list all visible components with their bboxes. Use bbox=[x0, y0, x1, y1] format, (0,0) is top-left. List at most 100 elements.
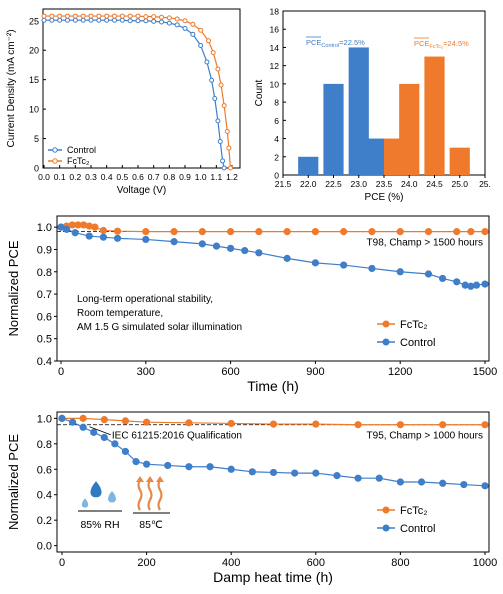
x-tick-label: 1500 bbox=[473, 366, 497, 378]
control-point bbox=[311, 259, 319, 267]
control-point bbox=[283, 254, 291, 262]
legend-label-a: FcTc₂ bbox=[400, 505, 428, 517]
control-point bbox=[166, 20, 172, 26]
y-axis-label: Count bbox=[254, 79, 265, 106]
control-line bbox=[44, 19, 225, 169]
water-drop-icon bbox=[81, 498, 89, 508]
fctc2-bar bbox=[449, 147, 470, 175]
x-tick-label: 23.5 bbox=[376, 179, 393, 189]
x-tick-label: 800 bbox=[391, 557, 409, 569]
y-tick-label: 0.0 bbox=[37, 541, 52, 553]
x-tick-label: 0.1 bbox=[54, 172, 66, 182]
x-tick-label: 400 bbox=[222, 557, 240, 569]
fctc2-point bbox=[218, 82, 224, 88]
fctc2-point bbox=[368, 228, 376, 236]
x-tick-label: 24.0 bbox=[401, 179, 418, 189]
legend-marker bbox=[52, 158, 58, 164]
control-point bbox=[185, 463, 193, 471]
control-point bbox=[340, 261, 348, 269]
control-point bbox=[57, 17, 63, 23]
fctc2-point bbox=[88, 13, 94, 19]
stability-panel: 0 300 600 900 1200 1500 0.4 0.5 0.6 0.7 0.8 0.9 1.0 T… bbox=[6, 215, 497, 394]
x-tick-label: 24.5 bbox=[426, 179, 443, 189]
control-point bbox=[104, 17, 110, 23]
control-point bbox=[396, 478, 404, 486]
stability-frame bbox=[56, 215, 490, 362]
pce-average-label: PCEControl=22.5% bbox=[306, 38, 365, 49]
note-line: Long-term operational stability, bbox=[77, 294, 213, 305]
control-point bbox=[212, 242, 221, 250]
fctc2-point bbox=[227, 419, 235, 428]
y-tick-label: 12 bbox=[270, 61, 280, 71]
legend-label-b: Control bbox=[400, 337, 435, 349]
fctc2-point bbox=[72, 13, 78, 19]
x-tick-label: 1.2 bbox=[226, 172, 238, 182]
x-tick-label: 25. bbox=[479, 179, 491, 189]
legend-marker bbox=[52, 147, 58, 153]
control-point bbox=[220, 158, 226, 164]
control-point bbox=[143, 18, 149, 24]
heat-arrowhead-icon bbox=[146, 476, 154, 482]
fctc2-point bbox=[210, 50, 216, 56]
fctc2-point bbox=[453, 228, 461, 236]
fctc2-point bbox=[439, 421, 447, 429]
fctc2-point bbox=[311, 228, 319, 236]
control-point bbox=[135, 18, 141, 24]
heat-wave-icon bbox=[157, 479, 163, 511]
y-axis-label: Current Density (mA cm⁻²) bbox=[6, 29, 17, 147]
iec-pointer-line bbox=[89, 426, 111, 436]
pce-average-base: PCE bbox=[414, 39, 429, 48]
y-tick-label: 14 bbox=[270, 43, 280, 53]
x-tick-label: 0.7 bbox=[148, 172, 160, 182]
legend-marker bbox=[382, 338, 390, 346]
x-tick-label: 1200 bbox=[388, 366, 412, 378]
fctc2-point bbox=[198, 228, 206, 236]
fctc2-point bbox=[269, 420, 278, 428]
legend-marker bbox=[382, 320, 390, 328]
control-point bbox=[269, 468, 278, 477]
x-tick-label: 22.5 bbox=[325, 179, 342, 189]
fctc2-point bbox=[135, 13, 141, 19]
x-axis-label: Damp heat time (h) bbox=[213, 569, 333, 585]
fctc2-point bbox=[227, 165, 233, 171]
water-drop-icon bbox=[108, 491, 116, 503]
control-point bbox=[481, 482, 489, 490]
control-point bbox=[111, 440, 119, 448]
pce-average-value: =22.5% bbox=[339, 38, 365, 47]
y-tick-label: 4 bbox=[274, 134, 279, 144]
heat-wave-icon bbox=[147, 479, 153, 511]
control-point bbox=[209, 77, 215, 83]
fctc2-point bbox=[159, 14, 164, 20]
y-tick-label: 10 bbox=[29, 105, 39, 115]
control-point bbox=[424, 270, 433, 278]
x-axis-label: PCE (%) bbox=[365, 192, 404, 203]
control-point bbox=[80, 17, 86, 23]
y-tick-label: 25 bbox=[29, 16, 39, 26]
control-point bbox=[227, 244, 235, 252]
fctc2-point bbox=[49, 13, 55, 19]
x-axis-label: Voltage (V) bbox=[117, 185, 166, 196]
legend-label-a: Control bbox=[67, 145, 96, 155]
y-tick-label: 0.6 bbox=[37, 311, 52, 323]
control-point bbox=[159, 19, 164, 25]
fctc2-point bbox=[112, 13, 117, 19]
fctc2-point bbox=[100, 416, 108, 424]
fctc2-point bbox=[142, 228, 150, 236]
y-tick-label: 10 bbox=[270, 79, 280, 89]
y-tick-label: 0.2 bbox=[37, 515, 52, 527]
fctc2-point bbox=[227, 228, 235, 236]
y-tick-label: 0 bbox=[274, 171, 279, 181]
x-tick-label: 0.3 bbox=[85, 172, 97, 182]
fctc2-point bbox=[80, 13, 86, 19]
pce-histogram-panel: 21.5 22.0 22.5 23.0 23.5 24.0 24.5 25.0 25.02468… bbox=[254, 7, 491, 204]
legend-marker bbox=[382, 506, 390, 514]
control-point bbox=[417, 478, 426, 486]
control-point bbox=[439, 479, 447, 487]
y-tick-label: 0 bbox=[34, 164, 39, 174]
control-line bbox=[60, 226, 486, 287]
control-point bbox=[41, 17, 47, 23]
x-tick-label: 23.0 bbox=[350, 179, 367, 189]
fctc2-point bbox=[143, 14, 149, 20]
fctc2-point bbox=[190, 21, 196, 27]
x-tick-label: 0 bbox=[59, 557, 65, 569]
